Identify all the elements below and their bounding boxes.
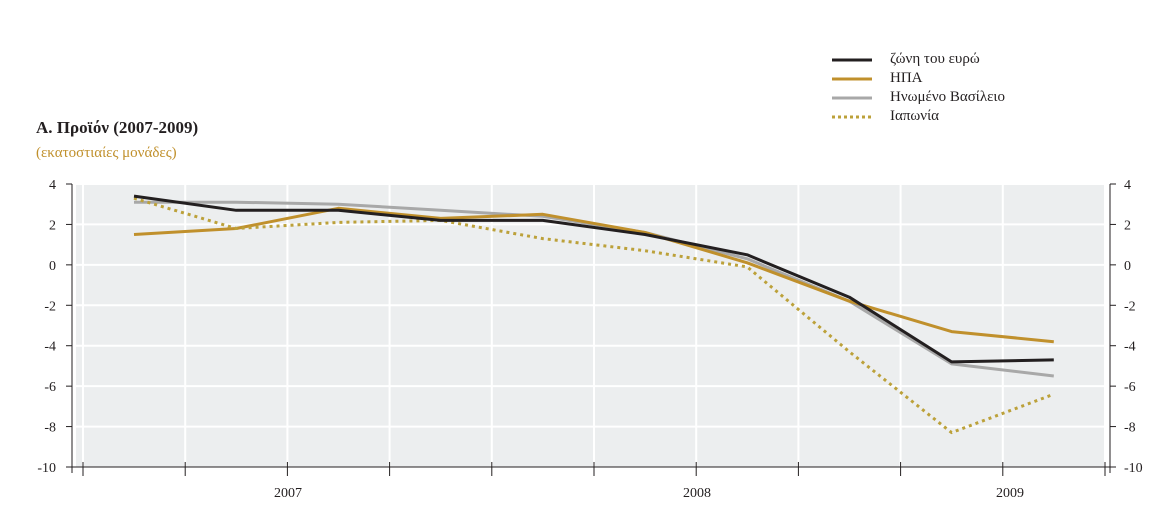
y-tick-label-right: -2 (1124, 299, 1136, 314)
chart-title: A. Προϊόν (2007-2009) (36, 118, 199, 137)
y-axis-right-labels: 4 2 0 -2 -4 -6 -8 -10 (1124, 178, 1143, 476)
y-tick-label-left: 4 (49, 178, 56, 193)
legend-swatch-uk (832, 96, 872, 100)
series-line-euro-area (133, 194, 1054, 364)
series-line-japan (133, 196, 1055, 435)
y-tick-label-left: -10 (37, 461, 56, 476)
x-tick-label: 2007 (274, 486, 302, 501)
series-line-usa (133, 206, 1054, 344)
y-tick-label-left: -4 (44, 340, 56, 355)
y-tick-label-right: 4 (1124, 178, 1131, 193)
y-tick-label-right: 0 (1124, 259, 1131, 274)
legend-swatch-usa (832, 77, 872, 81)
legend-swatch-japan (832, 115, 872, 119)
legend-label-japan: Ιαπωνία (890, 108, 939, 124)
series-lines (133, 194, 1055, 435)
legend-item-uk: Ηνωμένο Βασίλειο (832, 88, 1092, 108)
y-tick-label-right: -8 (1124, 421, 1136, 436)
y-tick-label-right: -6 (1124, 380, 1136, 395)
legend-swatch-euro-area (832, 58, 872, 62)
y-tick-label-right: 2 (1124, 218, 1131, 233)
y-tick-label-left: 2 (49, 218, 56, 233)
chart-subtitle: (εκατοστιαίες μονάδες) (36, 145, 177, 161)
x-tick-label: 2008 (683, 486, 711, 501)
y-tick-label-left: -2 (44, 299, 56, 314)
y-tick-label-right: -4 (1124, 340, 1136, 355)
x-axis-labels: 2007 2008 2009 (274, 486, 1024, 501)
legend-label-usa: ΗΠΑ (890, 70, 923, 86)
y-tick-label-left: 0 (49, 259, 56, 274)
axes (66, 183, 1116, 476)
y-tick-label-left: -6 (44, 380, 56, 395)
legend-item-japan: Ιαπωνία (832, 107, 1092, 127)
legend-label-uk: Ηνωμένο Βασίλειο (890, 89, 1005, 105)
y-tick-label-right: -10 (1124, 461, 1143, 476)
y-axis-left-labels: 4 2 0 -2 -4 -6 -8 -10 (37, 178, 56, 476)
legend-item-euro-area: ζώνη του ευρώ (832, 50, 1092, 70)
legend-label-euro-area: ζώνη του ευρώ (890, 51, 980, 67)
y-tick-label-left: -8 (44, 421, 56, 436)
x-tick-label: 2009 (996, 486, 1024, 501)
legend-item-usa: ΗΠΑ (832, 69, 1092, 89)
